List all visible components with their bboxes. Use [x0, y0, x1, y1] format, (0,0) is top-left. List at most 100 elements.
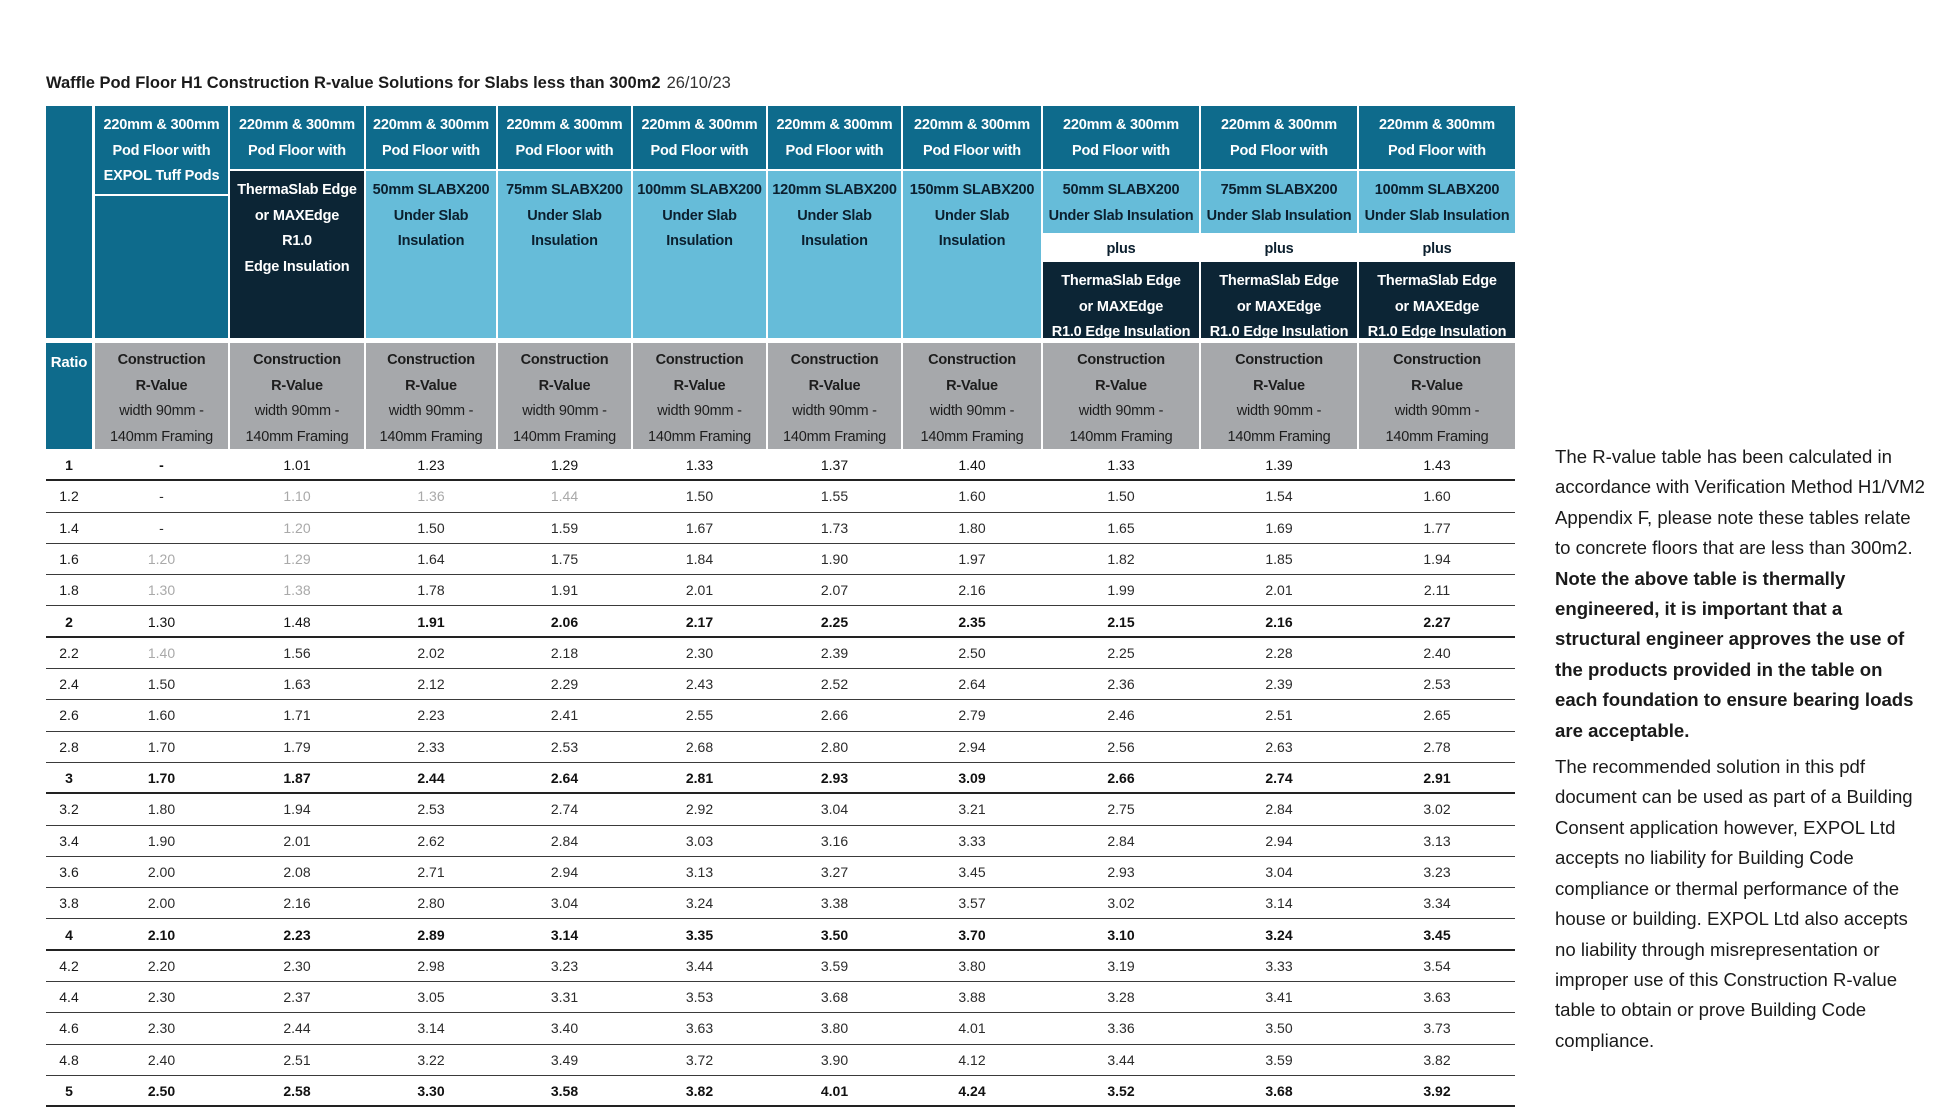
subheader-line: 140mm Framing [110, 428, 213, 445]
rvalue-cell: 2.25 [820, 613, 849, 630]
rvalue-cell: 2.36 [1107, 676, 1135, 693]
rvalue-cell: 3.63 [1423, 989, 1451, 1006]
col8-plus-label-line: plus [1106, 241, 1136, 257]
rvalue-cell: 1.20 [147, 550, 176, 567]
col9-header-top: 220mm & 300mm Pod Floor with [1201, 106, 1357, 169]
ratio-cell: 3.8 [59, 895, 79, 912]
subheader-line: R-Value [135, 377, 188, 394]
ratio-header: Ratio [46, 343, 92, 449]
table-row: 4 2.10 2.23 2.89 3.14 3.35 3.50 3.70 3.10 3.24 3.4… [46, 920, 1515, 951]
col9-subheader: Construction R-Value width 90mm - 140mm Fra… [1201, 343, 1357, 449]
col6-header-top-line: Pod Floor with [785, 142, 884, 159]
rvalue-cell: 2.94 [1265, 832, 1293, 849]
col4-underslab-header: 75mm SLABX200 Under Slab Insulation [498, 171, 631, 338]
rvalue-cell: 3.52 [1107, 1083, 1135, 1099]
note-p1-text: The R-value table has been calculated in… [1555, 446, 1925, 559]
col1-header-line: Pod Floor with [112, 142, 211, 159]
rvalue-cell: 3.14 [1265, 895, 1293, 912]
rvalue-cell: 2.28 [1265, 644, 1293, 661]
rvalue-cell: 2.84 [1265, 801, 1293, 818]
rvalue-cell: 2.84 [550, 832, 579, 849]
ratio-cell: 3.6 [59, 863, 79, 880]
subheader-line: Construction [387, 352, 475, 368]
rvalue-cell: 2.00 [147, 863, 176, 880]
rvalue-cell: 1.30 [147, 613, 176, 630]
rvalue-cell: 2.63 [1265, 738, 1293, 755]
col8-header-top: 220mm & 300mm Pod Floor with [1043, 106, 1199, 169]
col10-combo-edge-header-line: or MAXEdge [1394, 298, 1480, 315]
rvalue-cell: 3.13 [1423, 832, 1451, 849]
col4-subheader: Construction R-Value width 90mm - 140mm Fra… [498, 343, 631, 449]
col9-header-top-line: Pod Floor with [1230, 142, 1328, 159]
col2-thermaslab-header-line: Edge Insulation [244, 258, 350, 275]
rvalue-cell: 1.78 [417, 582, 445, 599]
col10-combo-underslab-header: 100mm SLABX200 Under Slab Insulation [1359, 171, 1515, 233]
rvalue-cell: 3.58 [550, 1083, 579, 1099]
col1-subheader: Construction R-Value width 90mm - 140mm Fra… [95, 343, 228, 449]
col7-underslab-header-line: 150mm SLABX200 [909, 182, 1035, 198]
rvalue-cell: 2.16 [1265, 613, 1293, 630]
col8-header-top-line: Pod Floor with [1072, 142, 1170, 159]
table-row: 1 - 1.01 1.23 1.29 1.33 1.37 1.40 1.33 1.39 1.43 [46, 450, 1515, 482]
col4-header-top-line: Pod Floor with [515, 142, 614, 159]
rvalue-cell: 2.39 [1265, 676, 1293, 693]
rvalue-cell: 2.66 [1107, 770, 1135, 786]
col8-combo-edge-header: ThermaSlab Edge or MAXEdge R1.0 Edge Insul… [1043, 262, 1199, 340]
rvalue-cell: 2.30 [147, 1020, 176, 1037]
rvalue-cell: 3.44 [1107, 1051, 1135, 1068]
table-row: 3.2 1.80 1.94 2.53 2.74 2.92 3.04 3.21 2.75 2.84 3… [46, 794, 1515, 826]
subheader-line: 140mm Framing [1227, 428, 1331, 445]
rvalue-cell: 2.53 [417, 801, 445, 818]
rvalue-cell: 2.74 [1265, 770, 1293, 786]
col4-header-top: 220mm & 300mm Pod Floor with [498, 106, 631, 169]
col3-underslab-header: 50mm SLABX200 Under Slab Insulation [366, 171, 496, 338]
rvalue-cell: 3.04 [1265, 863, 1293, 880]
rvalue-cell: 2.17 [685, 613, 714, 630]
table-row: 3.4 1.90 2.01 2.62 2.84 3.03 3.16 3.33 2.84 2.94 3… [46, 826, 1515, 857]
rvalue-cell: 3.50 [820, 926, 849, 943]
rvalue-cell: 1.73 [820, 519, 849, 536]
subheader-line: Construction [928, 352, 1016, 368]
ratio-cell: 4.6 [59, 1020, 79, 1037]
col1-header-line: 220mm & 300mm [103, 117, 220, 133]
rvalue-cell: - [159, 488, 164, 505]
rvalue-cell: 1.63 [283, 676, 311, 693]
rvalue-cell: 1.40 [147, 644, 176, 661]
col10-combo-underslab-header-line: Under Slab Insulation [1364, 207, 1510, 224]
table-row: 2.4 1.50 1.63 2.12 2.29 2.43 2.52 2.64 2.36 2.39 2… [46, 669, 1515, 701]
rvalue-cell: 3.10 [1107, 926, 1135, 943]
rvalue-cell: 3.82 [1423, 1051, 1451, 1068]
rvalue-cell: 3.14 [417, 1020, 445, 1037]
rvalue-cell: 2.20 [147, 957, 176, 974]
rvalue-cell: 3.45 [958, 863, 986, 880]
rvalue-cell: 1.44 [550, 488, 579, 505]
rvalue-cell: 1.77 [1423, 519, 1451, 536]
rvalue-cell: 2.46 [1107, 707, 1135, 724]
table-row: 4.4 2.30 2.37 3.05 3.31 3.53 3.68 3.88 3.28 3.41 3… [46, 982, 1515, 1014]
col10-header-top-line: 220mm & 300mm [1379, 117, 1495, 133]
col7-underslab-header-line: Under Slab [934, 207, 1010, 224]
col6-underslab-header: 120mm SLABX200 Under Slab Insulation [768, 171, 901, 338]
rvalue-cell: 2.64 [550, 770, 579, 786]
rvalue-cell: 2.25 [1107, 644, 1135, 661]
rvalue-cell: 1.50 [417, 519, 445, 536]
rvalue-cell: - [159, 519, 164, 536]
col5-underslab-header: 100mm SLABX200 Under Slab Insulation [633, 171, 766, 338]
subheader-line: width 90mm - [792, 403, 877, 419]
rvalue-cell: 1.91 [417, 613, 445, 630]
rvalue-cell: 2.07 [820, 582, 849, 599]
subheader-line: R-Value [1411, 377, 1463, 394]
subheader-line: Construction [790, 352, 879, 368]
subheader-line: R-Value [538, 377, 591, 394]
rvalue-cell: 3.53 [685, 989, 714, 1006]
col2-thermaslab-header: ThermaSlab Edge or MAXEdge R1.0 Edge Insula… [230, 171, 364, 338]
rvalue-cell: 1.48 [283, 613, 311, 630]
subheader-line: 140mm Framing [513, 428, 616, 445]
rvalue-cell: 3.05 [417, 989, 445, 1006]
rvalue-cell: 1.33 [685, 457, 714, 473]
ratio-cell: 1.2 [59, 488, 79, 505]
col3-underslab-header-line: 50mm SLABX200 [372, 182, 490, 198]
rvalue-cell: 3.59 [1265, 1051, 1293, 1068]
rvalue-cell: 2.62 [417, 832, 445, 849]
subheader-line: Construction [655, 352, 744, 368]
